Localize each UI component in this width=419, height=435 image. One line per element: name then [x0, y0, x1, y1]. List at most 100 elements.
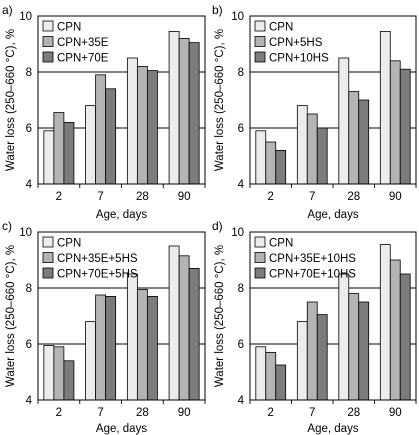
legend-label: CPN [57, 238, 81, 250]
bar-cpn-28 [126, 273, 138, 401]
y-tick-label: 6 [238, 123, 244, 135]
legend-label: CPN+35E+10HS [269, 253, 356, 265]
panel-label: c) [2, 219, 12, 233]
y-tick-label: 4 [26, 179, 33, 191]
y-tick-label: 8 [26, 283, 32, 295]
plot-frame [37, 15, 206, 185]
legend-swatch [42, 252, 54, 263]
x-tick-label: 2 [56, 407, 62, 419]
bar-cpn-10hs-2 [275, 149, 287, 185]
x-axis-title: Age, days [307, 423, 358, 435]
legend-swatch [254, 267, 266, 279]
x-tick-label: 2 [268, 407, 274, 419]
bar-cpn-35e-5hs-90 [178, 255, 190, 401]
y-tick-label: 8 [238, 283, 244, 295]
legend-swatch [42, 267, 54, 279]
bar-cpn-28 [338, 273, 350, 401]
y-axis-title: Water loss (250–660 °C), % [5, 245, 17, 387]
x-axis-title: Age, days [96, 209, 147, 221]
y-tick-label: 10 [231, 11, 244, 23]
x-tick-label: 90 [389, 407, 402, 419]
bar-cpn-70e-10hs-90 [399, 273, 411, 401]
legend-swatch [254, 36, 266, 47]
bar-cpn-90 [379, 30, 391, 185]
chart-panel-b: b) 4 6 8 10 2 7 28 90 Age, days Water loss (250–66… [212, 3, 417, 221]
bar-cpn-5hs-28 [348, 91, 360, 185]
bar-cpn-35e-5hs-28 [136, 288, 148, 401]
bar-cpn-90 [379, 244, 391, 401]
y-tick-label: 8 [238, 67, 244, 79]
bar-cpn-70e-7 [105, 88, 117, 185]
bar-cpn-35e-28 [136, 66, 148, 185]
bar-cpn-10hs-90 [399, 68, 411, 185]
bar-cpn-5hs-90 [389, 60, 401, 185]
y-axis-title: Water loss (250–660 °C), % [5, 29, 17, 171]
x-tick-label: 7 [309, 191, 315, 203]
legend-label: CPN+70E+10HS [269, 269, 356, 281]
plot-frame [249, 231, 417, 401]
x-tick-label: 7 [309, 407, 315, 419]
x-tick-label: 2 [56, 191, 62, 203]
legend-swatch [254, 236, 266, 248]
bar-cpn-35e-90 [178, 38, 190, 185]
panel-label: a) [2, 3, 13, 17]
bar-cpn-70e-5hs-90 [188, 267, 200, 401]
panel-label: d) [212, 219, 223, 233]
bar-cpn-70e-5hs-7 [105, 295, 117, 401]
bar-cpn-70e-10hs-2 [275, 364, 287, 401]
x-tick-label: 90 [389, 191, 402, 203]
x-tick-label: 28 [347, 407, 360, 419]
y-tick-label: 10 [19, 11, 32, 23]
bar-cpn-28 [338, 57, 350, 185]
legend-swatch [254, 20, 266, 32]
bar-cpn-70e-90 [188, 42, 200, 185]
legend-label: CPN+70E+5HS [57, 269, 138, 281]
bar-cpn-10hs-7 [316, 127, 328, 185]
bar-cpn-2 [43, 344, 55, 401]
bar-cpn-70e-2 [63, 122, 75, 185]
bar-cpn-5hs-7 [306, 113, 318, 185]
bar-cpn-35e-7 [95, 74, 107, 185]
chart-panel-d: d) 4 6 8 10 2 7 28 90 Age, days Water loss (250–66… [212, 219, 417, 435]
x-tick-label: 2 [268, 191, 274, 203]
x-tick-label: 90 [178, 407, 191, 419]
y-tick-label: 8 [26, 67, 32, 79]
legend-swatch [254, 51, 266, 63]
x-tick-label: 90 [178, 191, 191, 203]
bar-cpn-35e-5hs-2 [53, 346, 65, 401]
legend-swatch [254, 252, 266, 263]
bar-cpn-70e-10hs-7 [316, 314, 328, 401]
legend-label: CPN+35E [57, 37, 109, 49]
x-tick-label: 28 [347, 191, 360, 203]
legend-swatch [42, 51, 54, 63]
plot-frame [37, 231, 206, 401]
bar-cpn-28 [126, 57, 138, 185]
bar-cpn-7 [296, 321, 308, 401]
y-tick-label: 4 [238, 395, 245, 407]
panel-label: b) [212, 3, 223, 17]
bar-cpn-35e-10hs-2 [265, 351, 277, 401]
y-axis-title: Water loss (250–660 °C), % [214, 29, 226, 171]
x-tick-label: 28 [136, 191, 149, 203]
bar-cpn-7 [85, 105, 97, 185]
bar-cpn-70e-10hs-28 [358, 301, 370, 401]
x-axis-title: Age, days [307, 209, 358, 221]
bar-cpn-70e-5hs-2 [63, 360, 75, 401]
legend-swatch [42, 236, 54, 248]
x-tick-label: 7 [97, 191, 103, 203]
bar-cpn-2 [43, 130, 55, 185]
legend-label: CPN+35E+5HS [57, 253, 138, 265]
bar-cpn-90 [168, 30, 180, 185]
bar-cpn-35e-10hs-7 [306, 301, 318, 401]
legend-label: CPN [269, 22, 293, 34]
bar-cpn-35e-5hs-7 [95, 294, 107, 401]
y-tick-label: 10 [19, 227, 32, 239]
bar-cpn-2 [255, 346, 267, 401]
y-tick-label: 10 [231, 227, 244, 239]
bar-cpn-7 [296, 105, 308, 185]
bar-cpn-70e-28 [146, 70, 158, 185]
x-axis-title: Age, days [96, 423, 147, 435]
y-tick-label: 6 [26, 123, 32, 135]
plot-frame [249, 15, 417, 185]
